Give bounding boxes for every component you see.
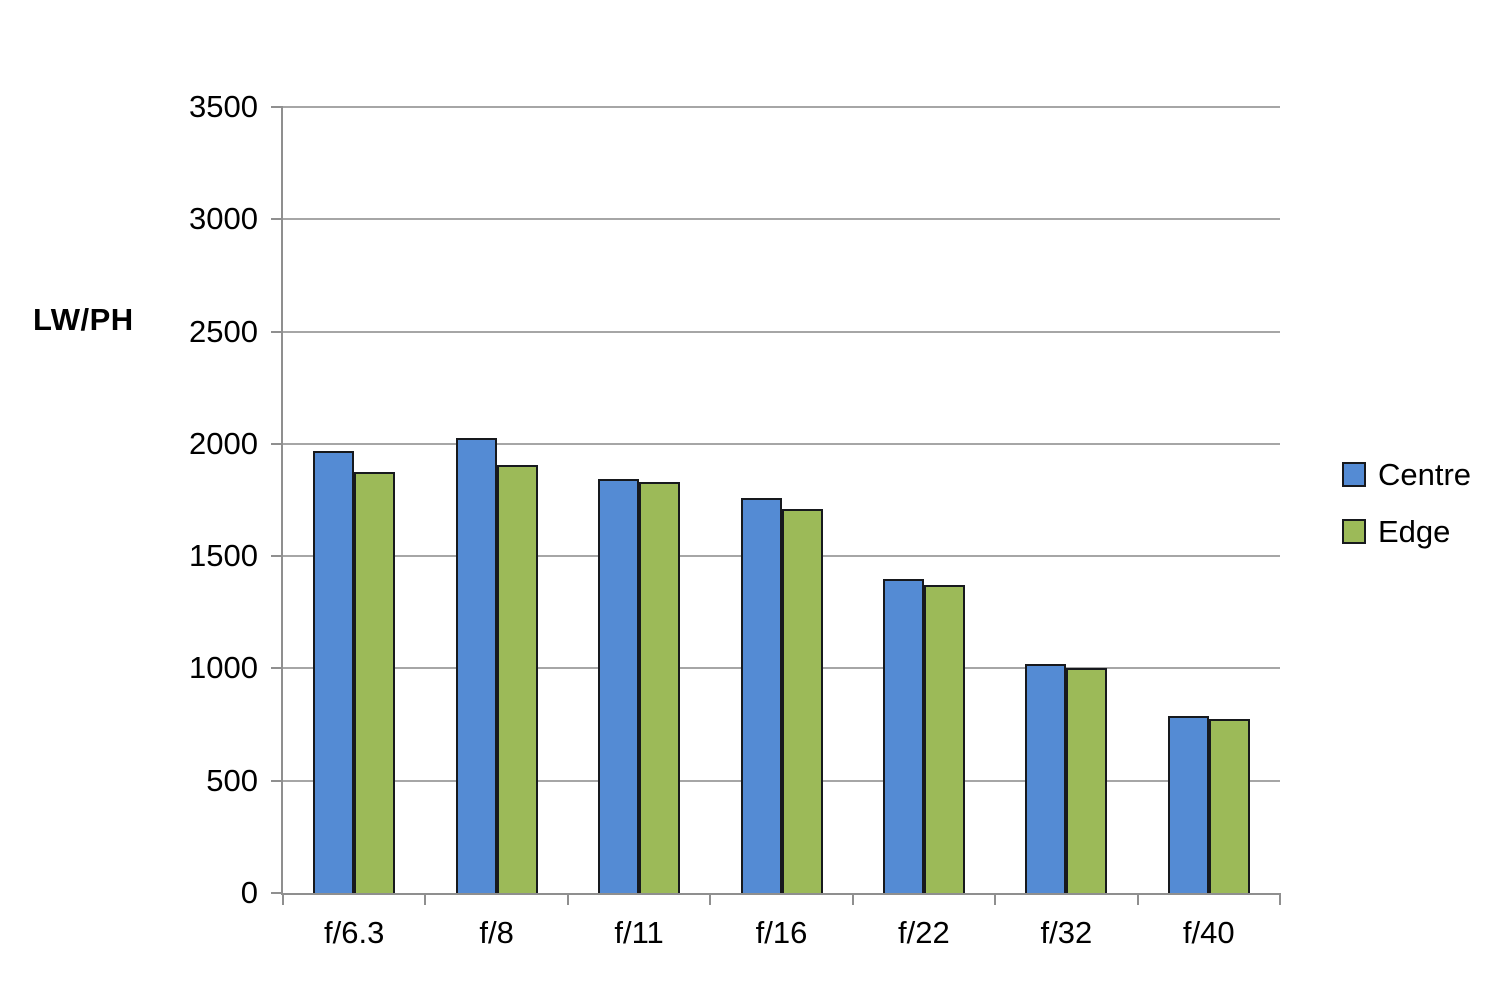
x-tick-mark: [1279, 893, 1281, 905]
y-tick-label: 2000: [189, 425, 258, 461]
y-tick-mark: [271, 106, 283, 108]
bar-edge-f11: [639, 482, 681, 893]
y-tick-label: 3500: [189, 89, 258, 124]
y-tick-label: 0: [240, 875, 258, 910]
y-tick-mark: [271, 892, 283, 894]
bar-centre-f16: [740, 497, 782, 893]
x-tick-label: f/16: [755, 915, 808, 950]
legend-swatch-centre: [1342, 462, 1366, 487]
gridline: [283, 442, 1280, 445]
y-tick-label: 1000: [189, 650, 258, 686]
bar-edge-f16: [781, 508, 823, 893]
x-tick-label: f/8: [479, 915, 514, 950]
x-tick-mark: [1137, 893, 1139, 905]
legend-item-centre: Centre: [1342, 459, 1471, 490]
y-axis-title: LW/PH: [33, 302, 134, 337]
y-tick-mark: [271, 442, 283, 445]
legend-label-centre: Centre: [1378, 457, 1472, 492]
y-tick-mark: [271, 555, 283, 558]
legend-swatch-edge: [1342, 519, 1366, 544]
x-tick-mark: [567, 893, 569, 905]
y-tick-mark: [271, 330, 283, 333]
x-tick-mark: [852, 893, 854, 905]
y-tick-label: 3000: [189, 201, 258, 237]
y-tick-mark: [271, 667, 283, 670]
x-tick-mark: [282, 893, 284, 905]
gridline: [283, 330, 1280, 333]
y-tick-label: 2500: [189, 313, 258, 349]
bar-centre-f11: [598, 478, 640, 893]
bar-edge-f8: [496, 465, 538, 893]
gridline: [283, 218, 1280, 221]
plot-area: 0 500 1000 1500 2000 2500 3000 3500 f/6.3 f/8 f/11…: [189, 89, 1281, 950]
legend-item-edge: Edge: [1342, 516, 1471, 547]
y-tick-mark: [271, 779, 283, 782]
legend: Centre Edge: [1342, 459, 1471, 547]
legend-label-edge: Edge: [1378, 514, 1451, 549]
bar-centre-f32: [1025, 663, 1067, 893]
bar-edge-f6.3: [354, 471, 396, 893]
x-tick-mark: [994, 893, 996, 905]
x-tick-label: f/32: [1040, 915, 1093, 950]
x-tick-mark: [709, 893, 711, 905]
y-tick-label: 1500: [189, 538, 258, 574]
x-tick-label: f/40: [1182, 915, 1235, 950]
x-tick-mark: [424, 893, 426, 905]
gridline: [283, 106, 1280, 108]
bar-centre-f6.3: [313, 450, 355, 893]
bar-centre-f40: [1167, 715, 1209, 893]
x-tick-label: f/6.3: [324, 915, 385, 950]
bar-edge-f22: [923, 585, 965, 893]
x-tick-label: f/11: [614, 915, 664, 950]
y-tick-mark: [271, 218, 283, 221]
bar-centre-f8: [455, 438, 497, 893]
bar-edge-f32: [1066, 668, 1108, 893]
bar-centre-f22: [882, 578, 924, 893]
bar-edge-f40: [1208, 718, 1250, 893]
y-tick-label: 500: [206, 762, 258, 798]
x-tick-label: f/22: [898, 915, 950, 950]
